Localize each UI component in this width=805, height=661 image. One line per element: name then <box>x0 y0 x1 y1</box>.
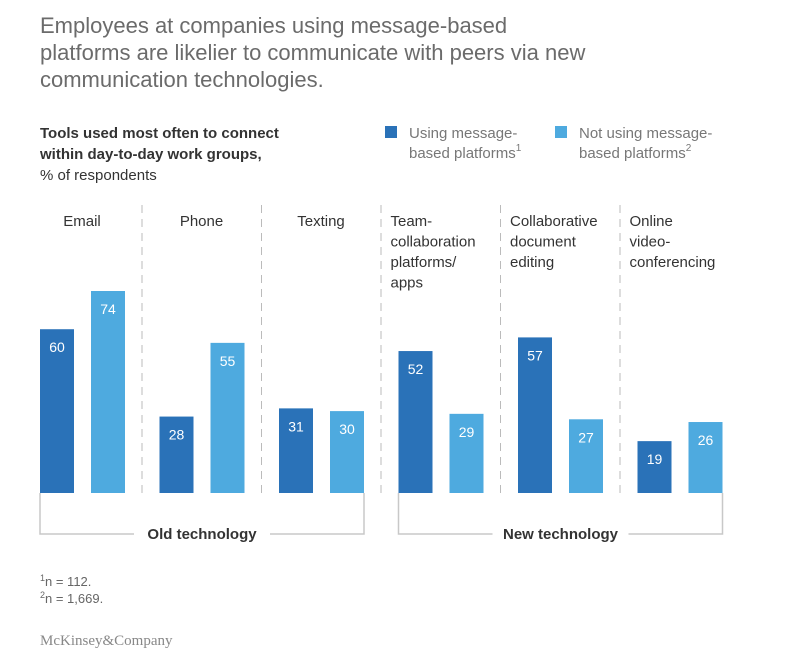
category-label: Collaborative <box>510 213 598 230</box>
title-line: platforms are likelier to communicate wi… <box>40 40 585 65</box>
data-label: 31 <box>288 418 304 434</box>
bar <box>398 351 433 493</box>
bar <box>569 419 603 493</box>
plot-area: Email 60 74 Phone 28 55 Texting 31 30 Team-collab… <box>39 205 724 543</box>
chart-subtitle: Tools used most often to connect within d… <box>39 125 279 184</box>
category-label: apps <box>391 275 424 292</box>
legend-swatch <box>385 126 397 138</box>
data-label: 55 <box>220 353 236 369</box>
category-label: Email <box>63 213 101 230</box>
category-label: Team- <box>391 213 433 230</box>
legend: Using message-based platforms1 Not using … <box>385 125 712 162</box>
bar <box>279 408 313 493</box>
group-label: Old technology <box>147 526 257 543</box>
category-label: conferencing <box>630 254 716 271</box>
subtitle-line: Tools used most often to connect <box>40 125 279 142</box>
bar <box>688 422 723 493</box>
footnotes: 1n = 112.2n = 1,669. <box>40 573 103 606</box>
footnote: 2n = 1,669. <box>40 590 103 606</box>
legend-label: based platforms2 <box>579 143 692 162</box>
data-label: 57 <box>527 347 543 363</box>
data-label: 27 <box>578 429 594 445</box>
group-bracket <box>39 493 365 535</box>
category-label: video- <box>630 234 671 251</box>
data-label: 26 <box>698 432 714 448</box>
bar <box>637 441 672 493</box>
footnote-text: n = 1,669. <box>45 591 103 606</box>
bar <box>330 411 364 493</box>
footnote: 1n = 112. <box>40 573 91 589</box>
title-line: Employees at companies using message-bas… <box>40 13 507 38</box>
legend-sup: 2 <box>686 143 692 154</box>
footnote-text: n = 112. <box>45 574 91 589</box>
category-label: collaboration <box>391 234 476 251</box>
chart-title: Employees at companies using message-bas… <box>40 13 585 92</box>
mckinsey-logo: McKinsey&Company <box>40 633 173 649</box>
data-label: 74 <box>100 301 116 317</box>
category-label: Phone <box>180 213 223 230</box>
bar <box>518 337 552 493</box>
group-bracket <box>397 493 724 535</box>
data-label: 28 <box>169 427 185 443</box>
category-label: document <box>510 234 577 251</box>
legend-sup: 1 <box>516 143 522 154</box>
group-label: New technology <box>503 526 619 543</box>
bar <box>40 329 74 493</box>
data-label: 29 <box>459 424 475 440</box>
category-label: Online <box>630 213 673 230</box>
footnote-sup: 1 <box>40 573 45 583</box>
footnote-sup: 2 <box>40 590 45 600</box>
unit-label: % of respondents <box>40 167 157 184</box>
category-label: platforms/ <box>391 254 458 271</box>
data-label: 52 <box>408 361 424 377</box>
bar <box>210 342 245 493</box>
data-label: 19 <box>647 451 663 467</box>
subtitle-line: within day-to-day work groups, <box>39 146 262 163</box>
title-line: communication technologies. <box>40 67 324 92</box>
legend-label: Using message- <box>409 125 517 142</box>
legend-label: Not using message- <box>579 125 712 142</box>
legend-label: based platforms1 <box>409 143 522 162</box>
category-label: editing <box>510 254 554 271</box>
bar <box>159 416 194 493</box>
bar <box>449 413 484 493</box>
legend-swatch <box>555 126 567 138</box>
bar <box>91 291 125 493</box>
data-label: 30 <box>339 421 355 437</box>
category-label: Texting <box>297 213 345 230</box>
data-label: 60 <box>49 339 65 355</box>
